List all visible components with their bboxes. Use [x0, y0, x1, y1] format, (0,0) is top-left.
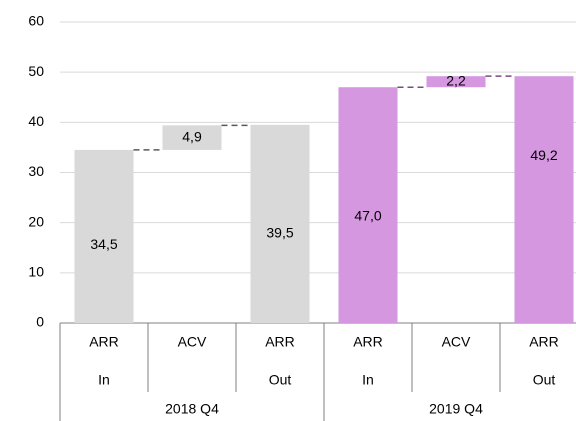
x-tick-sublabel: Out	[269, 372, 292, 388]
y-tick-label: 40	[28, 113, 44, 129]
value-label: 2,2	[446, 72, 466, 88]
x-tick-sublabel: In	[98, 372, 110, 388]
x-tick-sublabel: In	[362, 372, 374, 388]
y-tick-label: 10	[28, 264, 44, 280]
bar	[514, 76, 574, 324]
bar	[338, 87, 398, 323]
x-tick-label: ACV	[178, 334, 207, 350]
bar	[250, 124, 310, 323]
value-label: 34,5	[90, 236, 117, 252]
group-label: 2019 Q4	[429, 401, 483, 417]
y-tick-label: 50	[28, 63, 44, 79]
group-label: 2018 Q4	[165, 401, 219, 417]
bar	[162, 125, 222, 150]
x-tick-label: ARR	[353, 334, 383, 350]
value-label: 47,0	[354, 208, 381, 224]
x-tick-label: ARR	[529, 334, 559, 350]
y-tick-label: 60	[28, 13, 44, 29]
y-tick-label: 0	[36, 314, 44, 330]
y-tick-label: 30	[28, 163, 44, 179]
x-tick-sublabel: Out	[533, 372, 556, 388]
x-tick-label: ARR	[265, 334, 295, 350]
x-tick-label: ARR	[89, 334, 119, 350]
x-tick-label: ACV	[442, 334, 471, 350]
bar	[426, 76, 486, 88]
value-label: 4,9	[182, 128, 202, 144]
bar	[74, 149, 134, 323]
y-tick-label: 20	[28, 213, 44, 229]
value-label: 49,2	[530, 147, 557, 163]
value-label: 39,5	[266, 225, 293, 241]
